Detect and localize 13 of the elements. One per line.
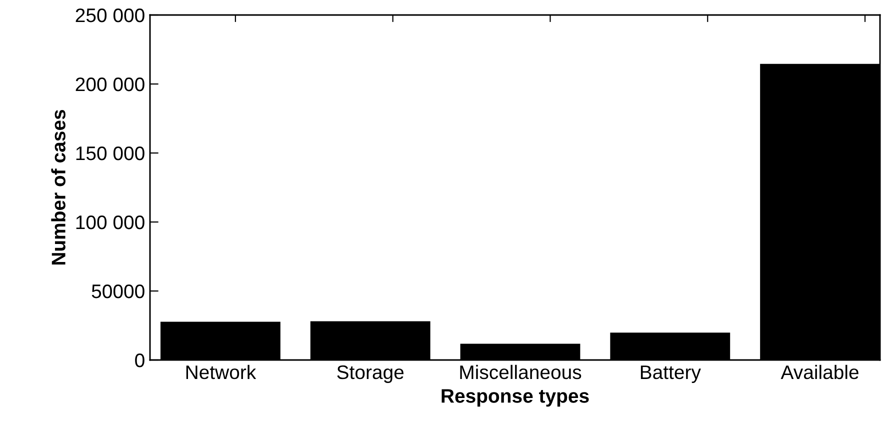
x-tick-label: Miscellaneous xyxy=(460,364,582,380)
y-tick-label: 250 000 xyxy=(76,8,144,22)
y-tick-label: 100 000 xyxy=(76,215,144,230)
x-tick-label: Storage xyxy=(337,365,404,383)
y-tick-label: 150 000 xyxy=(76,146,144,160)
x-axis-title: Response types xyxy=(442,389,589,407)
y-tick-label: 50000 xyxy=(92,284,144,298)
x-tick-label: Network xyxy=(186,364,256,380)
y-tick-label: 200 000 xyxy=(76,77,144,92)
x-tick-label: Available xyxy=(780,364,858,380)
x-tick-label: Battery xyxy=(640,366,701,383)
y-tick-label: 0 xyxy=(135,353,144,368)
y-axis-title: Number of cases xyxy=(51,110,66,265)
